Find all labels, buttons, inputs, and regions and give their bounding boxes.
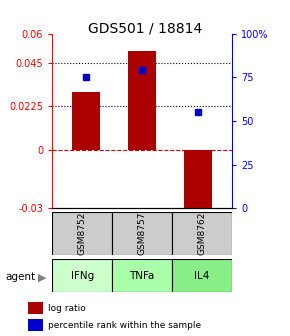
FancyBboxPatch shape [52, 212, 112, 255]
Text: GSM8752: GSM8752 [78, 212, 87, 255]
Bar [72, 92, 100, 150]
Text: IL4: IL4 [194, 270, 210, 281]
Bar [28, 302, 43, 314]
FancyBboxPatch shape [52, 259, 112, 292]
Text: ▶: ▶ [38, 272, 46, 282]
Text: agent: agent [6, 272, 36, 282]
Text: TNFa: TNFa [129, 270, 155, 281]
Text: IFNg: IFNg [70, 270, 94, 281]
Bar [184, 150, 212, 208]
FancyBboxPatch shape [112, 212, 172, 255]
FancyBboxPatch shape [112, 259, 172, 292]
FancyBboxPatch shape [172, 259, 232, 292]
FancyBboxPatch shape [172, 212, 232, 255]
Text: GDS501 / 18814: GDS501 / 18814 [88, 22, 202, 36]
Text: GSM8757: GSM8757 [137, 212, 147, 255]
Text: percentile rank within the sample: percentile rank within the sample [48, 321, 202, 330]
Text: log ratio: log ratio [48, 304, 86, 313]
Bar [128, 51, 156, 150]
Bar [28, 319, 43, 331]
Text: GSM8762: GSM8762 [197, 212, 206, 255]
